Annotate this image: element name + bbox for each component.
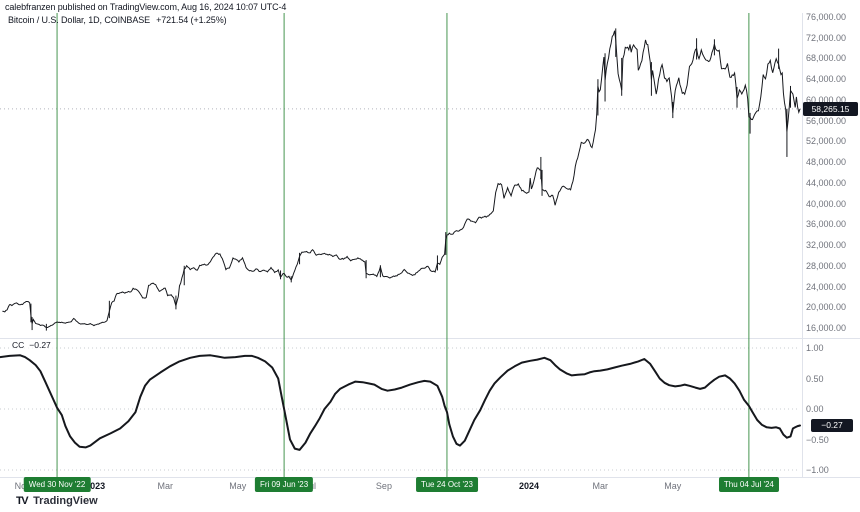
indicator-scale-label: −1.00 bbox=[806, 465, 829, 475]
time-axis-month-label: Sep bbox=[375, 481, 392, 491]
price-scale-label: 72,000.00 bbox=[806, 32, 847, 43]
price-scale-label: 36,000.00 bbox=[806, 219, 847, 230]
price-scale-label: 60,000.00 bbox=[806, 94, 847, 105]
symbol-change: +721.54 (+1.25%) bbox=[156, 15, 227, 25]
price-scale-label: 52,000.00 bbox=[806, 136, 847, 147]
indicator-scale-label: 1.00 bbox=[806, 343, 824, 353]
indicator-scale-label: 0.00 bbox=[806, 404, 824, 414]
event-date-badge[interactable]: Thu 04 Jul '24 bbox=[718, 477, 779, 492]
last-price-value: 58,265.15 bbox=[811, 103, 850, 114]
time-axis-month-label: May bbox=[664, 481, 682, 491]
price-scale-label: 32,000.00 bbox=[806, 240, 847, 251]
price-scale-label: 76,000.00 bbox=[806, 12, 847, 22]
price-scale-label: 48,000.00 bbox=[806, 157, 847, 168]
tradingview-watermark[interactable]: TV TradingView bbox=[16, 495, 98, 507]
time-axis-month-label: Mar bbox=[592, 481, 609, 491]
time-axis-month-label: Mar bbox=[157, 481, 173, 491]
symbol-title: Bitcoin / U.S. Dollar, 1D, COINBASE bbox=[8, 15, 151, 25]
indicator-name: CC bbox=[12, 340, 25, 350]
price-scale-label: 16,000.00 bbox=[806, 323, 847, 333]
price-scale-label: 40,000.00 bbox=[806, 198, 847, 209]
time-axis-month-label: Nov bbox=[14, 481, 31, 491]
symbol-legend[interactable]: Bitcoin / U.S. Dollar, 1D, COINBASE +721.… bbox=[8, 15, 227, 25]
last-price-badge: 58,265.15 bbox=[803, 101, 858, 116]
indicator-value-badge: −0.27 bbox=[811, 418, 853, 432]
time-axis-month-label: May bbox=[229, 481, 247, 491]
indicator-value: −0.27 bbox=[29, 340, 51, 350]
indicator-badge-value: −0.27 bbox=[821, 419, 843, 430]
attribution-text: calebfranzen published on TradingView.co… bbox=[5, 2, 287, 12]
indicator-scale-label: −0.50 bbox=[806, 434, 829, 445]
indicator-legend[interactable]: CC −0.27 bbox=[10, 340, 53, 350]
price-scale-label: 56,000.00 bbox=[806, 115, 847, 126]
cc-series-line[interactable] bbox=[0, 354, 801, 451]
tradingview-label: TradingView bbox=[33, 495, 98, 507]
time-axis-year-label: 2024 bbox=[518, 481, 539, 491]
price-scale-label: 24,000.00 bbox=[806, 281, 847, 292]
event-date-badge[interactable]: Fri 09 Jun '23 bbox=[254, 477, 314, 492]
event-date-badge[interactable]: Wed 30 Nov '22 bbox=[23, 477, 91, 492]
indicator-scale-label: 0.50 bbox=[806, 373, 824, 384]
price-scale-label: 68,000.00 bbox=[806, 53, 847, 64]
price-scale-label: 64,000.00 bbox=[806, 74, 847, 85]
event-date-badge[interactable]: Tue 24 Oct '23 bbox=[415, 477, 478, 492]
price-scale-label: 44,000.00 bbox=[806, 177, 847, 188]
time-axis-year-label: 2023 bbox=[85, 481, 106, 491]
tradingview-logo-icon: TV bbox=[16, 495, 29, 507]
price-scale-label: 20,000.00 bbox=[806, 302, 847, 313]
price-scale-label: 28,000.00 bbox=[806, 260, 847, 271]
price-series-line[interactable] bbox=[2, 30, 801, 328]
